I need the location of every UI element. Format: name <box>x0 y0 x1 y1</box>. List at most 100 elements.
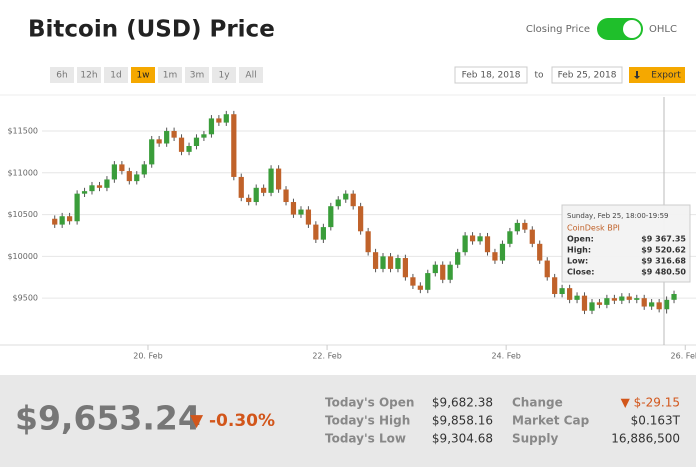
candle-body <box>365 231 371 253</box>
export-button[interactable] <box>629 67 685 83</box>
candle-body <box>641 298 647 307</box>
price: $9,653.24 <box>15 399 201 438</box>
candle-body <box>283 189 289 203</box>
stat-label: Today's High <box>325 414 410 428</box>
candle-body <box>52 218 58 225</box>
candle-body <box>425 273 431 290</box>
range-label: 12h <box>80 71 97 81</box>
candle-body <box>671 293 677 300</box>
candle-body <box>656 302 662 310</box>
candle-body <box>507 231 513 244</box>
range-button[interactable] <box>77 67 101 83</box>
tooltip-value: $9 480.50 <box>641 268 686 277</box>
range-label: 1y <box>218 71 230 81</box>
candle-body <box>268 168 274 193</box>
candle-body <box>410 277 416 286</box>
range-button[interactable] <box>185 67 209 83</box>
x-tick-label: 20. Feb <box>133 352 162 361</box>
x-tick-label: 24. Feb <box>491 352 520 361</box>
export-icon <box>634 71 640 79</box>
candle-body <box>216 118 222 123</box>
tooltip-label: Low: <box>567 257 588 266</box>
stat-value: $9,304.68 <box>432 432 493 446</box>
candle-body <box>231 114 237 177</box>
candle-body <box>432 264 438 274</box>
candle-body <box>156 139 162 144</box>
range-button[interactable] <box>158 67 182 83</box>
candle-body <box>253 187 259 203</box>
range-label: 3m <box>190 71 205 81</box>
stat-value: $0.163T <box>631 414 681 428</box>
candle-body <box>96 185 103 188</box>
candle-body <box>663 299 670 310</box>
x-tick-label: 22. Feb <box>312 352 341 361</box>
candle-body <box>634 298 640 300</box>
candle-body <box>74 193 80 222</box>
candle-body <box>402 258 409 278</box>
candle-body <box>447 264 453 280</box>
title: Bitcoin (USD) Price <box>28 17 275 43</box>
candle-body <box>126 171 132 182</box>
candle-body <box>477 236 483 242</box>
candle-body <box>589 302 595 311</box>
candle-body <box>305 209 312 225</box>
tooltip-value: $9 367.35 <box>641 235 686 244</box>
candle-body <box>387 256 394 269</box>
candle-body <box>104 179 110 188</box>
date-input[interactable] <box>551 66 623 84</box>
date-from: Feb 18, 2018 <box>462 71 521 81</box>
candle-body <box>66 216 73 222</box>
candle-body <box>298 209 304 215</box>
range-button[interactable] <box>239 67 263 83</box>
candle-body <box>343 193 349 200</box>
range-label: 1d <box>110 71 121 81</box>
candle-body <box>358 206 364 232</box>
range-button[interactable] <box>131 67 155 83</box>
candle-body <box>604 298 610 305</box>
tooltip: Sunday, Feb 25, 18:00-19:59 CoinDesk BPI… <box>561 204 691 283</box>
range-button[interactable] <box>212 67 236 83</box>
candle-body <box>522 222 528 230</box>
candle-body <box>649 302 655 307</box>
range-button[interactable] <box>50 67 74 83</box>
range-label: 1w <box>136 71 149 81</box>
stat-label: Today's Open <box>325 396 414 410</box>
candle-body <box>238 176 244 198</box>
candle-body <box>141 164 147 175</box>
candle-body <box>223 114 229 123</box>
stat-label: Supply <box>512 432 558 446</box>
range-label: All <box>245 71 256 81</box>
tooltip-title: Sunday, Feb 25, 18:00-19:59 <box>567 212 669 220</box>
candle-body <box>455 252 461 265</box>
range-button[interactable] <box>104 67 128 83</box>
candle-body <box>581 295 588 311</box>
tooltip-label: Close: <box>567 268 595 277</box>
candle-body <box>164 130 170 144</box>
toggle-label[interactable]: OHLC <box>649 24 677 35</box>
candle-body <box>529 229 535 244</box>
candle-body <box>440 264 446 280</box>
candle-body <box>320 227 326 240</box>
footer <box>0 375 696 467</box>
candle-body <box>89 185 95 192</box>
date-sep: to <box>534 71 544 81</box>
candle-body <box>290 202 297 215</box>
tooltip-value: $9 520.62 <box>641 246 686 255</box>
candle-body <box>275 168 282 190</box>
candle-body <box>484 236 491 253</box>
candle-body <box>552 277 558 294</box>
change-pct: ▼ -0.30% <box>190 411 275 431</box>
y-tick-label: $10000 <box>7 252 38 261</box>
candle-body <box>619 296 625 301</box>
candle-body <box>81 191 88 194</box>
candle-body <box>469 235 476 242</box>
range-label: 1m <box>163 71 178 81</box>
candle-body <box>626 296 632 300</box>
candle-body <box>328 206 334 228</box>
toggle-label[interactable]: Closing Price <box>526 24 590 35</box>
candle-body <box>462 235 468 253</box>
candle-body <box>492 252 498 261</box>
candle-body <box>111 164 117 180</box>
date-input[interactable] <box>454 66 528 84</box>
